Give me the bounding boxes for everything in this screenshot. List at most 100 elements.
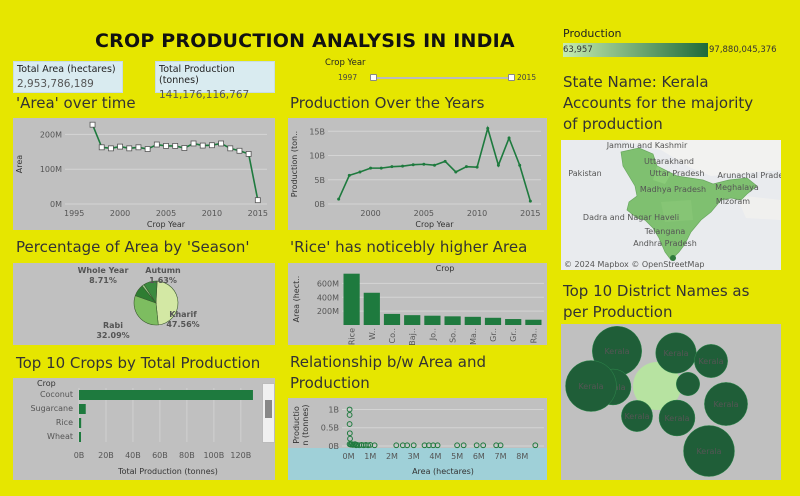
district-bubble[interactable] (658, 399, 696, 437)
data-point[interactable] (126, 145, 133, 152)
district-bubble[interactable] (694, 344, 728, 378)
data-point[interactable] (254, 197, 261, 204)
scatter-point[interactable] (346, 430, 353, 437)
data-point[interactable] (411, 163, 415, 167)
scatter-point[interactable] (410, 442, 417, 449)
data-point[interactable] (433, 163, 436, 167)
district-bubble[interactable] (683, 425, 735, 477)
scatter-point[interactable] (365, 442, 371, 449)
data-point[interactable] (227, 145, 234, 152)
bar[interactable] (464, 316, 481, 325)
y-tick-label: 200M (40, 130, 62, 139)
data-point[interactable] (486, 126, 490, 130)
data-point[interactable] (153, 141, 160, 148)
scatter-point[interactable] (347, 435, 353, 442)
data-point[interactable] (163, 143, 169, 149)
district-bubble[interactable] (676, 372, 700, 396)
bar[interactable] (525, 319, 542, 325)
map-label: Dadra and Nagar Haveli (583, 213, 679, 222)
data-point[interactable] (199, 142, 206, 149)
data-point[interactable] (369, 166, 373, 170)
data-point[interactable] (528, 199, 532, 203)
bar[interactable] (383, 313, 401, 325)
pie-value: 32.09% (96, 331, 129, 340)
crop-year-slider-min-handle[interactable] (370, 74, 377, 81)
x-tick-label: Gr.. (489, 328, 498, 342)
bar[interactable] (424, 315, 441, 325)
crop-year-slider-max-handle[interactable] (508, 74, 515, 81)
y-tick-label: 400M (317, 293, 339, 302)
data-point[interactable] (454, 170, 458, 174)
kerala-marker[interactable] (670, 255, 676, 261)
bar[interactable] (444, 316, 461, 325)
data-point[interactable] (337, 197, 341, 201)
x-axis-label: Total Production (tonnes) (117, 467, 218, 476)
bar[interactable] (79, 418, 82, 428)
district-bubble[interactable] (621, 400, 653, 432)
x-tick-label: 4M (429, 452, 441, 461)
crop-year-slider-track[interactable] (373, 77, 511, 79)
india-production-map[interactable]: Jammu and Kashmir Uttarakhand Pakistan Utta… (561, 140, 781, 270)
data-point[interactable] (443, 159, 447, 163)
data-point[interactable] (245, 151, 252, 157)
bar[interactable] (505, 319, 522, 325)
pie-slice[interactable] (155, 280, 179, 326)
data-point[interactable] (475, 165, 479, 169)
state-title: State Name: Kerala Accounts for the majo… (563, 73, 754, 133)
data-point[interactable] (89, 121, 96, 128)
data-point[interactable] (379, 166, 383, 170)
scatter-point[interactable] (497, 442, 504, 449)
data-point[interactable] (518, 163, 522, 167)
data-point[interactable] (135, 144, 142, 151)
x-tick-label: 20B (98, 451, 114, 460)
bar[interactable] (79, 390, 253, 400)
data-point[interactable] (236, 147, 243, 154)
scatter-point[interactable] (473, 442, 480, 449)
data-point[interactable] (181, 145, 188, 151)
district-bubble[interactable] (565, 360, 617, 412)
scatter-point[interactable] (346, 421, 353, 427)
x-tick-label: 5M (451, 452, 463, 461)
data-point[interactable] (347, 173, 351, 177)
bar[interactable] (484, 317, 502, 325)
map-label: Madhya Pradesh (640, 185, 706, 194)
data-point[interactable] (507, 136, 511, 140)
bar[interactable] (363, 292, 380, 325)
data-point[interactable] (172, 143, 179, 149)
crop-year-min: 1997 (338, 73, 358, 82)
bubble-label: Kerala (713, 400, 738, 409)
bar[interactable] (404, 315, 421, 325)
data-point[interactable] (422, 162, 426, 166)
data-point[interactable] (401, 164, 405, 168)
pie-slice[interactable] (133, 295, 159, 326)
scatter-point[interactable] (480, 442, 487, 449)
data-point[interactable] (209, 142, 215, 149)
scatter-point[interactable] (434, 442, 441, 449)
data-point[interactable] (98, 144, 105, 151)
data-point[interactable] (117, 143, 123, 150)
x-tick-label: 40B (125, 451, 141, 460)
district-bubble[interactable] (704, 382, 748, 426)
data-point[interactable] (496, 163, 500, 167)
scatter-point[interactable] (454, 442, 461, 449)
data-point[interactable] (358, 170, 362, 174)
bar[interactable] (343, 273, 360, 325)
scatter-point[interactable] (371, 442, 378, 449)
scatter-point[interactable] (404, 442, 411, 449)
data-point[interactable] (464, 165, 468, 169)
data-point[interactable] (108, 145, 114, 152)
scatter-point[interactable] (393, 442, 400, 449)
data-point[interactable] (218, 140, 224, 147)
top-crops-scrollbar[interactable] (262, 383, 275, 443)
scatter-point[interactable] (460, 442, 467, 449)
scatter-point[interactable] (346, 412, 353, 418)
scatter-point[interactable] (346, 406, 353, 413)
top-crops-scrollbar-thumb[interactable] (265, 400, 272, 418)
scatter-point[interactable] (532, 442, 539, 449)
data-point[interactable] (144, 146, 151, 152)
data-point[interactable] (390, 165, 394, 169)
bar[interactable] (79, 404, 86, 414)
pie-slice[interactable] (143, 280, 158, 304)
data-point[interactable] (190, 140, 197, 147)
bar[interactable] (79, 432, 81, 442)
